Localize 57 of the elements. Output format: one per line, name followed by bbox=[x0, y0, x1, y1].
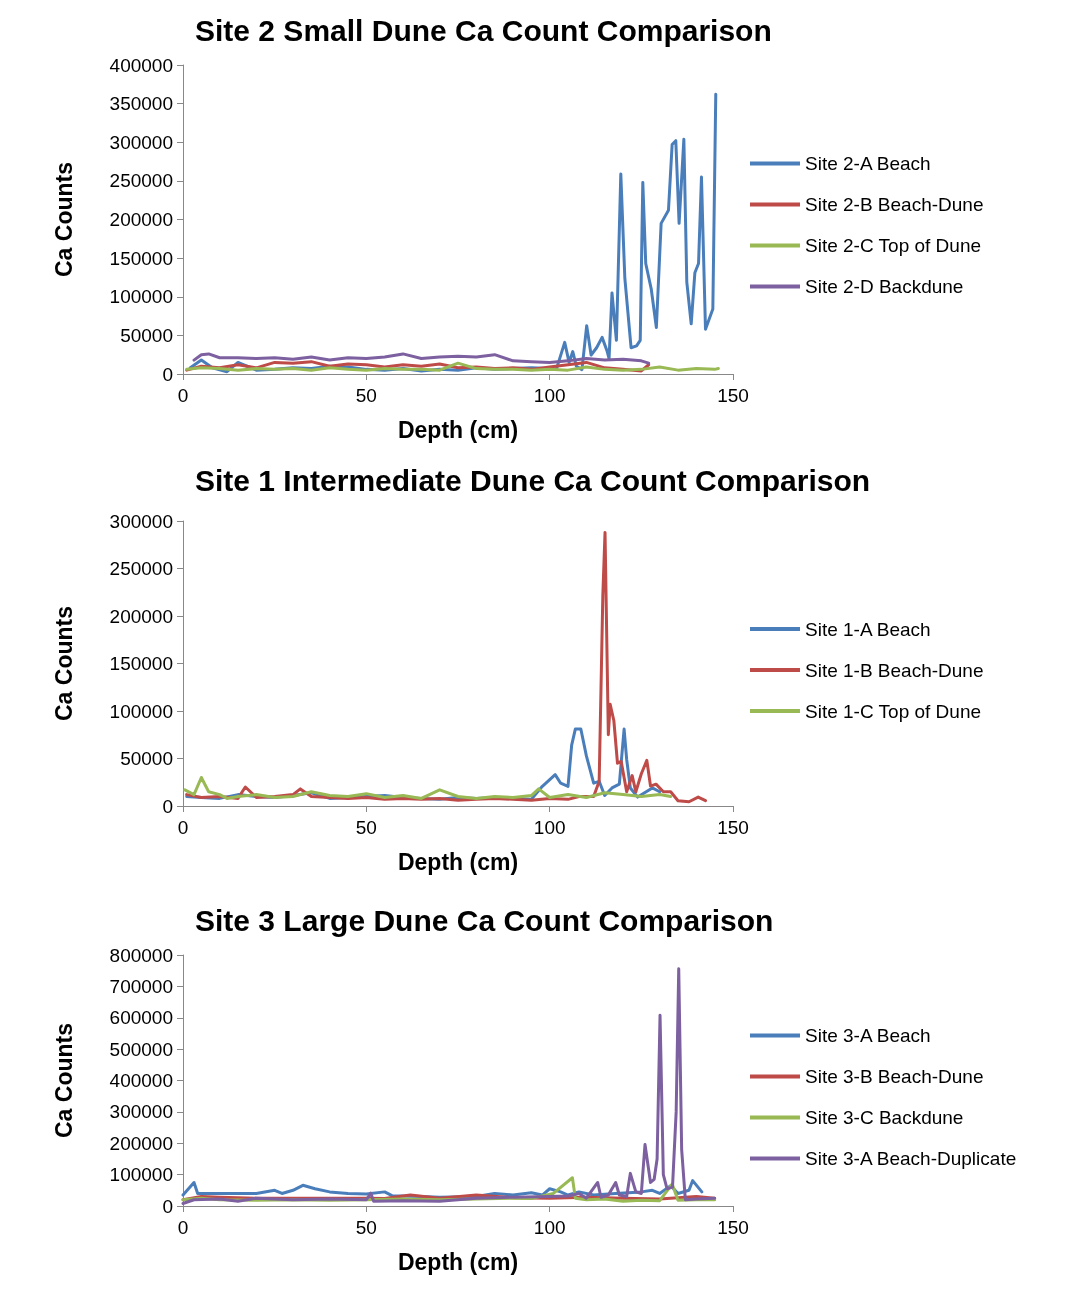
x-tick-label: 0 bbox=[177, 1217, 189, 1238]
y-tick-label: 300000 bbox=[109, 131, 173, 153]
y-axis-title: Ca Counts bbox=[50, 606, 77, 721]
y-tick-label: 400000 bbox=[109, 54, 173, 76]
chart-title: Site 3 Large Dune Ca Count Comparison bbox=[195, 903, 774, 937]
y-tick-label: 0 bbox=[162, 1195, 173, 1217]
x-axis-title: Depth (cm) bbox=[397, 1248, 519, 1275]
y-tick-label: 700000 bbox=[109, 975, 173, 997]
y-tick-label: 200000 bbox=[109, 209, 173, 230]
y-tick-label: 0 bbox=[162, 795, 173, 817]
y-tick-label: 400000 bbox=[109, 1070, 173, 1091]
y-tick-label: 100000 bbox=[109, 286, 173, 308]
x-tick-label: 100 bbox=[533, 817, 566, 838]
legend-label: Site 1-B Beach-Dune bbox=[805, 659, 984, 681]
x-tick-label: 150 bbox=[717, 385, 749, 406]
legend-label: Site 3-B Beach-Dune bbox=[805, 1066, 984, 1087]
x-tick-label: 150 bbox=[717, 1217, 749, 1238]
x-axis-title: Depth (cm) bbox=[397, 848, 519, 875]
y-tick-label: 50000 bbox=[120, 748, 173, 769]
x-tick-label: 100 bbox=[533, 385, 566, 406]
x-tick-label: 50 bbox=[355, 1217, 377, 1238]
legend-label: Site 2-A Beach bbox=[805, 153, 931, 174]
legend-label: Site 3-A Beach-Duplicate bbox=[805, 1148, 1017, 1169]
y-axis-title: Ca Counts bbox=[50, 162, 77, 277]
y-tick-label: 100000 bbox=[109, 700, 173, 722]
x-axis-title: Depth (cm) bbox=[397, 416, 519, 443]
x-tick-label: 150 bbox=[717, 817, 749, 838]
legend-label: Site 2-B Beach-Dune bbox=[805, 194, 984, 215]
x-tick-label: 50 bbox=[355, 817, 377, 838]
y-tick-label: 200000 bbox=[109, 1132, 173, 1154]
y-tick-label: 200000 bbox=[109, 605, 173, 627]
chart-title: Site 2 Small Dune Ca Count Comparison bbox=[195, 13, 772, 47]
y-tick-label: 300000 bbox=[109, 1101, 173, 1123]
x-tick-label: 0 bbox=[177, 385, 189, 406]
y-tick-label: 250000 bbox=[109, 170, 173, 192]
legend-label: Site 3-A Beach bbox=[805, 1025, 931, 1046]
legend-label: Site 1-A Beach bbox=[805, 618, 931, 640]
y-tick-label: 250000 bbox=[109, 558, 173, 579]
legend-label: Site 2-D Backdune bbox=[805, 276, 964, 297]
y-tick-label: 500000 bbox=[109, 1038, 173, 1060]
x-tick-label: 100 bbox=[533, 1217, 566, 1238]
legend-label: Site 2-C Top of Dune bbox=[805, 235, 982, 256]
x-tick-label: 0 bbox=[177, 817, 189, 838]
y-tick-label: 0 bbox=[162, 363, 173, 385]
legend-label: Site 1-C Top of Dune bbox=[805, 700, 982, 722]
legend-label: Site 3-C Backdune bbox=[805, 1107, 964, 1128]
y-tick-label: 100000 bbox=[109, 1164, 173, 1186]
chart-title: Site 1 Intermediate Dune Ca Count Comparison bbox=[195, 463, 871, 497]
y-tick-label: 300000 bbox=[109, 510, 173, 532]
y-tick-label: 800000 bbox=[109, 944, 173, 966]
y-tick-label: 150000 bbox=[109, 653, 173, 674]
y-axis-title: Ca Counts bbox=[50, 1023, 77, 1138]
y-tick-label: 600000 bbox=[109, 1007, 173, 1029]
y-tick-label: 350000 bbox=[109, 93, 173, 115]
x-tick-label: 50 bbox=[355, 385, 377, 406]
y-tick-label: 50000 bbox=[120, 324, 173, 346]
y-tick-label: 150000 bbox=[109, 247, 173, 269]
